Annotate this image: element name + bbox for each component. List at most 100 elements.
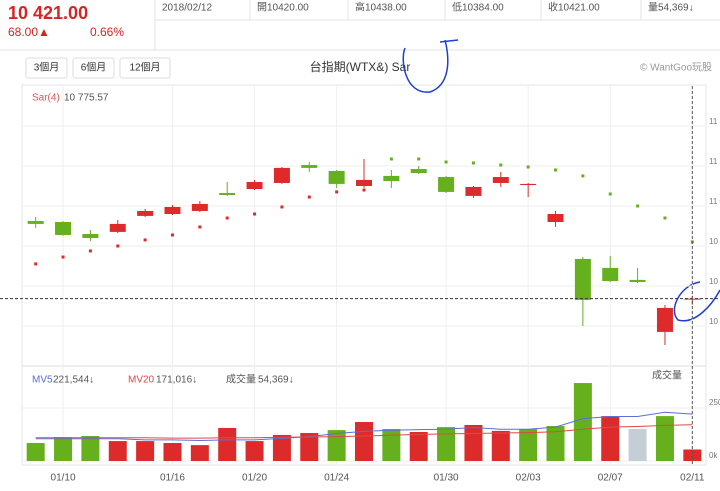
candle-body (574, 258, 591, 300)
sar-dot (170, 233, 174, 237)
sar-dot (335, 190, 339, 194)
volume-bar (81, 436, 100, 461)
volume-bar (108, 441, 127, 461)
sar-legend-name: Sar(4) (32, 93, 60, 104)
candle-body (273, 167, 290, 183)
header-cell: 收10421.00 (548, 1, 600, 14)
ma-legend-value: 171,016↓ (156, 375, 197, 386)
volume-bar (464, 424, 483, 461)
ma-legend-name: MV20 (128, 375, 155, 386)
volume-bar (519, 429, 538, 461)
sar-dot (444, 160, 448, 164)
y-tick-label: 10 250 (709, 317, 720, 326)
header-cell: 高10438.00 (355, 1, 407, 14)
copyright: © WantGoo玩股 (640, 62, 712, 74)
volume-tick-label: 250k (709, 398, 720, 407)
volume-bar (218, 427, 237, 461)
candle-body (410, 169, 427, 174)
sar-dot (34, 262, 38, 266)
volume-bar (355, 422, 373, 461)
range-button[interactable] (25, 57, 68, 79)
sar-dot (198, 225, 202, 229)
volume-bar (272, 434, 291, 461)
volume-bar (601, 416, 620, 461)
candle-body (164, 206, 181, 214)
y-tick-label: 10 750 (709, 237, 720, 246)
candle-body (82, 234, 99, 238)
volume-panel-label: 成交量 (652, 369, 682, 382)
range-button[interactable] (119, 57, 171, 79)
volume-bar (327, 430, 346, 461)
volume-bar (300, 433, 319, 461)
candle-body (328, 170, 345, 184)
candle-body (356, 179, 372, 186)
volume-bar (437, 427, 456, 461)
candle-body (629, 279, 646, 282)
volume-bar (628, 429, 647, 461)
volume-legend-value: 54,369↓ (258, 375, 294, 386)
volume-bar (546, 426, 565, 461)
sar-dot (88, 249, 92, 253)
sar-dot (225, 216, 229, 220)
sar-dot (116, 244, 120, 248)
range-button[interactable] (72, 57, 115, 79)
x-tick-label: 01/10 (51, 473, 76, 484)
chart-title: 台指期(WTX&) Sar (310, 59, 411, 74)
range-button-label: 6個月 (81, 61, 107, 74)
volume-bar (683, 449, 702, 461)
candle-body (602, 267, 619, 282)
candle-body (191, 203, 208, 211)
sar-dot (253, 212, 257, 216)
range-button-label: 12個月 (129, 61, 160, 74)
sar-dot (280, 205, 284, 209)
candle-body (438, 177, 455, 192)
candle-body (109, 223, 126, 232)
volume-bar (245, 441, 264, 461)
y-tick-label: 11 000 (709, 197, 720, 206)
sar-dot (362, 188, 366, 192)
candle-body (27, 221, 44, 224)
y-tick-label: 11 250 (709, 157, 720, 166)
date: 2018/02/12 (162, 3, 212, 14)
sar-dot (143, 238, 147, 242)
annotation (402, 39, 459, 93)
sar-legend-value: 10 775.57 (64, 93, 109, 104)
candle-body (465, 186, 482, 196)
y-tick-label: 11 500 (709, 117, 720, 126)
candle-body (492, 177, 509, 183)
volume-legend-name: 成交量 (226, 373, 256, 386)
change: 68.00▲ (8, 25, 50, 39)
x-tick-label: 01/20 (242, 473, 267, 484)
percent: 0.66% (90, 25, 124, 39)
header-cell: 低10384.00 (452, 1, 504, 14)
sar-dot (61, 255, 65, 259)
sar-dot (581, 174, 585, 178)
sar-dot (471, 161, 475, 165)
ma-legend-value: 221,544↓ (53, 375, 94, 386)
candle-body (547, 214, 564, 222)
volume-bar (26, 442, 45, 461)
x-tick-label: 01/16 (160, 473, 185, 484)
x-tick-label: 02/03 (516, 473, 541, 484)
sar-dot (499, 163, 503, 167)
sar-dot (636, 204, 640, 208)
annotation (673, 281, 720, 322)
volume-bar (54, 437, 73, 461)
candle-body (55, 222, 72, 235)
ma-legend-name: MV5 (32, 375, 53, 386)
volume-tick-label: 0k (709, 451, 718, 460)
candle-body (246, 182, 263, 190)
y-tick-label: 10 500 (709, 277, 720, 286)
x-tick-label: 02/11 (680, 473, 705, 484)
volume-bar (163, 442, 182, 461)
candle-body (520, 183, 537, 186)
x-tick-label: 01/30 (434, 473, 459, 484)
x-tick-label: 02/07 (598, 473, 623, 484)
header-cell: 量54,369↓ (648, 2, 694, 14)
candle-body (137, 210, 154, 216)
price: 10 421.00 (8, 3, 88, 23)
plot-frame (21, 84, 707, 466)
volume-bar (136, 441, 155, 461)
sar-dot (307, 195, 311, 199)
moving-average-line (35, 424, 693, 439)
